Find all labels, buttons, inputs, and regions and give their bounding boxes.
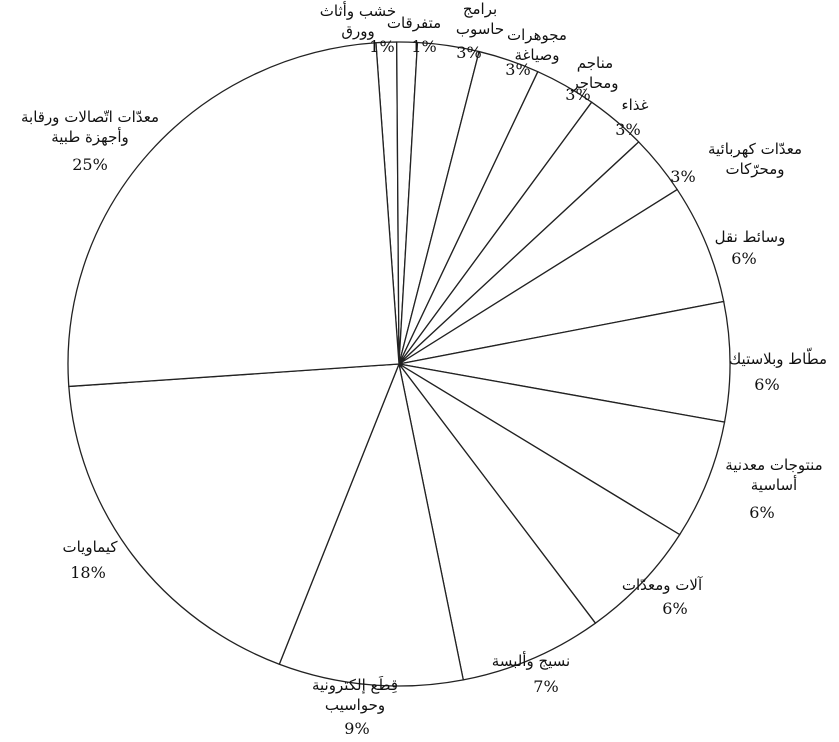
slice-label-transport: وسائط نقل — [715, 228, 786, 246]
slice-percent-mines: 3% — [565, 85, 590, 104]
pie-slice-machinery — [398, 363, 681, 624]
slice-label-line: غذاء — [622, 96, 649, 114]
slice-label-textiles: نسيج وألبسة — [492, 651, 570, 670]
pie-slice-textiles — [398, 363, 597, 681]
slice-label-software: برامج حاسوب — [456, 0, 504, 38]
slice-label-rubber-plastic: مطّاط وبلاستيك — [729, 348, 827, 368]
slice-label-electronics: قِطَع إلكترونية وحواسيب — [312, 676, 398, 714]
slice-label-line: مناجم — [577, 54, 613, 72]
slice-label-chemicals: كيماويات — [62, 538, 118, 556]
pie-slice-chemicals — [68, 363, 400, 665]
slice-label-food: غذاء — [622, 96, 649, 114]
slice-label-line: نسيج وألبسة — [492, 651, 570, 670]
slice-label-line: وسائط نقل — [715, 228, 786, 246]
slice-percent-transport: 6% — [731, 249, 756, 268]
slice-label-line: كيماويات — [62, 538, 118, 556]
slice-percent-textiles: 7% — [533, 677, 558, 696]
slice-label-line: برامج — [463, 0, 497, 18]
slice-percent-wood-paper: 1% — [369, 37, 394, 56]
slice-percent-electronics: 9% — [344, 719, 369, 738]
slice-percent-telecom-medical: 25% — [72, 155, 108, 174]
slice-percent-metal-products: 6% — [749, 503, 774, 522]
slice-label-line: خشب وأثاث — [320, 1, 396, 20]
slice-percent-software: 3% — [456, 43, 481, 62]
slice-percent-electrical: 3% — [670, 167, 695, 186]
pie-slice-metal-products — [398, 363, 726, 536]
slice-label-telecom-medical: معدّات اتّصالات ورقابة وأجهزة طبية — [21, 108, 159, 146]
slice-label-line: أساسية — [751, 475, 797, 494]
slice-label-line: معدّات كهربائية — [708, 140, 802, 158]
slice-label-metal-products: منتوجات معدنية أساسية — [725, 456, 822, 494]
slice-label-line: معدّات اتّصالات ورقابة — [21, 108, 159, 126]
slice-label-line: وصياغة — [515, 46, 560, 64]
slice-label-line: مجوهرات — [507, 26, 567, 44]
slice-percent-misc: 1% — [411, 37, 436, 56]
slice-label-line: مطّاط وبلاستيك — [729, 348, 827, 368]
slice-label-line: وورق — [341, 22, 374, 40]
pie-slices — [67, 41, 731, 687]
slice-label-line: قِطَع إلكترونية — [312, 676, 398, 694]
slice-label-line: ومحرّكات — [725, 160, 784, 178]
slice-label-wood-paper: خشب وأثاث وورق — [320, 1, 396, 40]
pie-slice-telecom-medical — [67, 42, 400, 388]
slice-label-line: منتوجات معدنية — [725, 456, 822, 474]
slice-label-line: ومحاجر — [570, 74, 618, 92]
pie-slice-electronics — [278, 363, 464, 687]
slice-percent-chemicals: 18% — [70, 563, 106, 582]
slice-percent-machinery: 6% — [662, 599, 687, 618]
slice-label-electrical: معدّات كهربائية ومحرّكات — [708, 140, 802, 178]
slice-label-line: وأجهزة طبية — [51, 127, 129, 146]
slice-label-misc: متفرقات — [387, 14, 441, 32]
slice-percent-jewelry: 3% — [505, 60, 530, 79]
slice-label-line: متفرقات — [387, 14, 441, 32]
slice-label-mines: مناجم ومحاجر — [570, 54, 618, 92]
pie-slice-rubber-plastic — [398, 300, 731, 423]
slice-label-line: حاسوب — [456, 20, 504, 38]
slice-label-line: وحواسيب — [325, 696, 385, 714]
slice-label-line: آلات ومعدّات — [622, 576, 703, 594]
slice-percent-rubber-plastic: 6% — [754, 375, 779, 394]
pie-slice-transport — [398, 188, 725, 365]
slice-percent-food: 3% — [615, 120, 640, 139]
slice-label-machinery: آلات ومعدّات — [622, 576, 703, 594]
slice-label-jewelry: مجوهرات وصياغة — [507, 26, 567, 64]
